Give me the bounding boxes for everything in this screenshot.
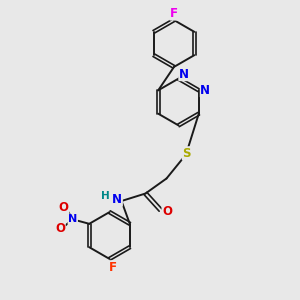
Text: O: O <box>162 205 172 218</box>
Text: S: S <box>182 147 191 160</box>
Text: N: N <box>200 84 210 97</box>
Text: O: O <box>59 201 69 214</box>
Text: N: N <box>179 68 189 81</box>
Text: H: H <box>101 190 110 201</box>
Text: F: F <box>170 7 178 20</box>
Text: N: N <box>68 214 77 224</box>
Text: N: N <box>112 193 122 206</box>
Text: O: O <box>55 222 65 236</box>
Text: F: F <box>109 261 117 274</box>
